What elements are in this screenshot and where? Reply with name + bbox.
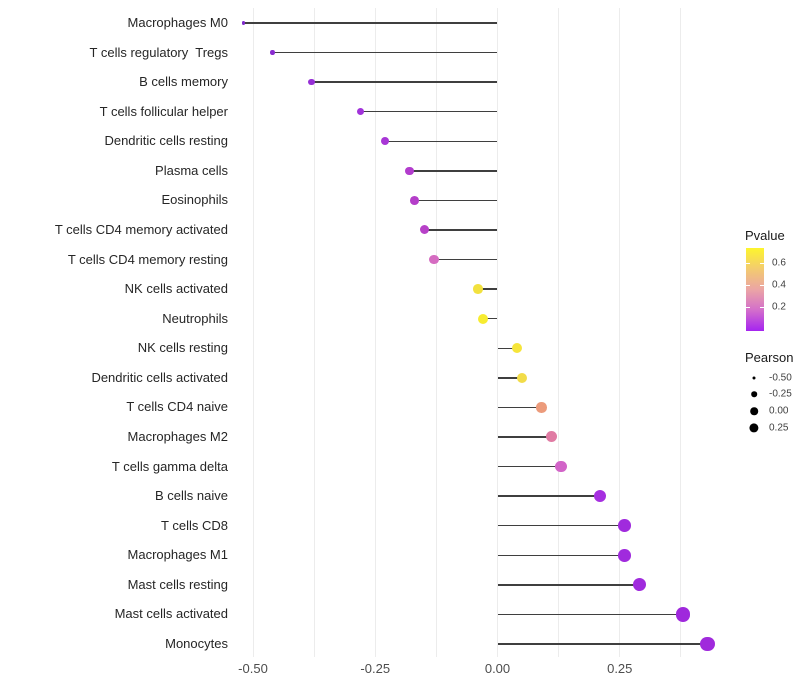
y-axis-label: T cells regulatory Tregs — [89, 44, 228, 60]
data-point[interactable] — [555, 460, 567, 473]
stem — [497, 584, 640, 586]
y-axis-label: T cells follicular helper — [99, 103, 228, 119]
y-axis-label: Dendritic cells resting — [104, 133, 228, 149]
y-axis-label: Neutrophils — [162, 310, 228, 326]
data-point[interactable] — [536, 402, 547, 413]
pearson-size-label: -0.25 — [769, 388, 792, 400]
data-point[interactable] — [676, 607, 691, 622]
pvalue-colorbar — [746, 248, 764, 331]
data-point[interactable] — [618, 548, 631, 562]
pvalue-tick-label: 0.6 — [772, 257, 786, 269]
y-axis-label: Macrophages M0 — [127, 15, 228, 30]
y-axis-label: Monocytes — [165, 635, 228, 651]
stem — [272, 51, 498, 54]
stem — [360, 110, 498, 113]
gridline — [619, 8, 621, 657]
y-axis-label: NK cells resting — [137, 340, 228, 356]
stem — [409, 170, 498, 172]
gridline — [252, 8, 254, 657]
pearson-size-dot — [750, 407, 758, 415]
data-point[interactable] — [405, 166, 414, 176]
stem — [497, 554, 625, 557]
gridline — [680, 8, 682, 657]
gridline — [558, 8, 560, 657]
y-axis-label: T cells CD4 memory resting — [67, 251, 228, 267]
pvalue-tick-mark — [746, 307, 750, 308]
y-axis-label: Eosinophils — [161, 192, 229, 208]
stem — [482, 317, 498, 320]
stem — [477, 288, 498, 290]
data-point[interactable] — [419, 225, 429, 235]
y-axis-label: Dendritic cells activated — [91, 369, 228, 385]
pearson-size-label: 0.25 — [769, 422, 789, 434]
stem — [497, 495, 601, 497]
y-axis-label: Macrophages M1 — [127, 547, 228, 563]
pvalue-tick-mark — [760, 262, 764, 264]
pvalue-tick-mark — [746, 262, 750, 264]
gridline — [497, 8, 498, 657]
stem — [311, 81, 498, 83]
data-point[interactable] — [241, 21, 245, 25]
y-axis-label: T cells CD4 naive — [126, 399, 228, 415]
y-axis-label: B cells naive — [155, 488, 228, 504]
data-point[interactable] — [270, 50, 275, 55]
pvalue-legend-title: Pvalue — [745, 228, 785, 243]
data-point[interactable] — [473, 284, 483, 294]
y-axis-label: T cells gamma delta — [111, 458, 228, 474]
data-point[interactable] — [356, 108, 365, 116]
data-point[interactable] — [409, 196, 419, 205]
stem — [497, 436, 552, 438]
pvalue-tick-mark — [760, 307, 764, 308]
pearson-legend-title: Pearson — [745, 350, 794, 365]
x-tick-label: 0.25 — [607, 661, 633, 676]
stem — [497, 347, 518, 350]
data-point[interactable] — [477, 313, 488, 324]
y-axis-label: Macrophages M2 — [127, 428, 228, 444]
data-point[interactable] — [429, 254, 439, 265]
stem — [424, 229, 498, 231]
pvalue-tick-label: 0.4 — [772, 279, 786, 291]
data-point[interactable] — [632, 578, 646, 592]
gridline — [435, 8, 437, 657]
stem — [497, 377, 522, 379]
pvalue-tick-label: 0.2 — [772, 301, 786, 313]
stem — [414, 199, 498, 202]
data-point[interactable] — [381, 137, 390, 146]
y-axis-label: NK cells activated — [124, 281, 228, 297]
stem — [497, 406, 542, 409]
data-point[interactable] — [545, 431, 557, 443]
y-axis-label: T cells CD4 memory activated — [54, 221, 228, 237]
data-point[interactable] — [700, 636, 716, 652]
y-axis-label: Mast cells activated — [114, 606, 228, 622]
pvalue-tick-mark — [746, 285, 750, 287]
pvalue-tick-mark — [760, 285, 764, 287]
pearson-size-dot — [752, 376, 756, 380]
data-point[interactable] — [512, 343, 523, 354]
y-axis-label: Mast cells resting — [127, 576, 228, 592]
data-point[interactable] — [308, 78, 315, 86]
pearson-size-label: -0.50 — [769, 372, 792, 384]
x-tick-label: -0.25 — [360, 661, 391, 676]
gridline — [313, 8, 315, 657]
stem — [497, 465, 562, 468]
y-axis-label: T cells CD8 — [161, 517, 228, 533]
y-axis-label: B cells memory — [139, 74, 228, 90]
pearson-size-dot — [751, 391, 757, 397]
stem — [243, 22, 498, 24]
stem — [497, 643, 708, 645]
stem — [433, 258, 498, 261]
data-point[interactable] — [593, 489, 607, 503]
stem — [497, 613, 684, 616]
data-point[interactable] — [516, 372, 528, 384]
pearson-size-dot — [749, 423, 759, 433]
y-axis-label: Plasma cells — [155, 162, 228, 178]
gridline — [374, 8, 376, 657]
data-point[interactable] — [618, 519, 631, 532]
x-tick-label: 0.00 — [484, 661, 511, 676]
x-tick-label: -0.50 — [238, 661, 268, 676]
pearson-size-label: 0.00 — [769, 405, 789, 417]
stem — [385, 140, 498, 143]
stem — [497, 524, 625, 527]
